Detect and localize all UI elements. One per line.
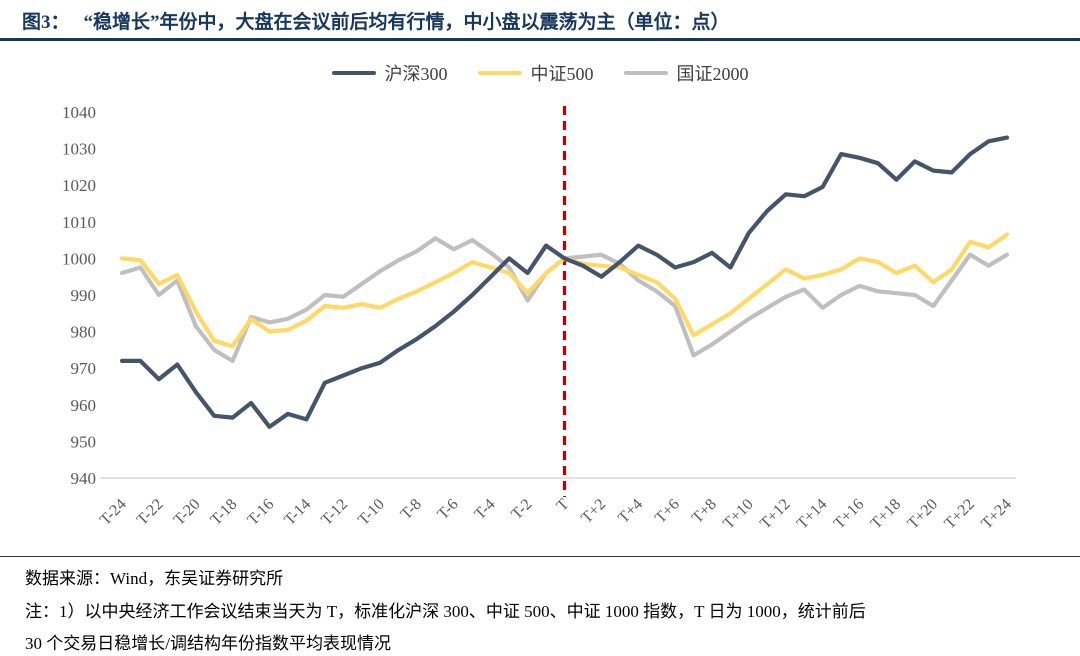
x-axis-tick-label: T+6 — [652, 496, 683, 527]
y-axis-tick-label: 970 — [71, 359, 97, 378]
x-axis-tick-label: T+16 — [831, 496, 868, 533]
x-axis-tick-label: T-12 — [318, 496, 351, 529]
x-axis-tick-label: T-10 — [355, 496, 388, 529]
x-axis-tick-label: T-14 — [281, 496, 314, 529]
line-swatch-gz2000 — [623, 71, 668, 75]
y-axis-tick-label: 980 — [71, 323, 97, 342]
x-axis-tick-label: T+4 — [615, 496, 646, 527]
y-axis-tick-label: 960 — [71, 396, 97, 415]
x-axis-tick-label: T-16 — [244, 496, 277, 529]
footer-note-line1: 注：1）以中央经济工作会议结束当天为 T，标准化沪深 300、中证 500、中证… — [25, 602, 866, 621]
title-divider — [0, 38, 1080, 41]
line-swatch-hs300 — [331, 71, 376, 75]
x-axis-tick-label: T-4 — [471, 496, 498, 523]
legend-label-hs300: 沪深300 — [384, 64, 448, 84]
x-axis-tick-label: T+22 — [941, 496, 978, 533]
x-axis-tick-label: T+10 — [720, 496, 757, 533]
legend-item-zz500: 中证500 — [477, 60, 594, 86]
chart-legend: 沪深300 中证500 国证2000 — [0, 60, 1080, 86]
x-axis-tick-label: T+14 — [794, 496, 831, 533]
x-axis-tick-label: T+2 — [578, 496, 609, 527]
y-axis-tick-label: 1000 — [62, 249, 96, 268]
footer-divider — [0, 556, 1080, 557]
x-axis-tick-label: T — [553, 496, 572, 515]
legend-label-gz2000: 国证2000 — [676, 64, 749, 84]
x-axis-tick-label: T-20 — [171, 496, 204, 529]
y-axis-tick-label: 940 — [71, 469, 97, 488]
data-source: 数据来源：Wind，东吴证券研究所 — [25, 569, 284, 588]
y-axis-tick-label: 1030 — [62, 140, 96, 159]
x-axis-tick-label: T-8 — [398, 496, 425, 523]
figure-title-text: “稳增长”年份中，大盘在会议前后均有行情，中小盘以震荡为主（单位：点） — [83, 12, 730, 33]
chart-area: 940 950 960 970 980 990 1000 1010 1020 1030 1040 T-… — [62, 103, 1016, 533]
y-axis-tick-label: 1020 — [62, 176, 96, 195]
x-axis-tick-label: T-18 — [207, 496, 240, 529]
footer-note-line2: 30 个交易日稳增长/调结构年份指数平均表现情况 — [25, 634, 391, 653]
line-swatch-zz500 — [477, 71, 522, 75]
y-axis-tick-label: 1040 — [62, 103, 96, 122]
legend-item-hs300: 沪深300 — [331, 60, 448, 86]
x-axis-tick-label: T+12 — [757, 496, 794, 533]
figure-number: 图3： — [22, 12, 70, 33]
x-axis-tick-label: T+24 — [978, 496, 1015, 533]
x-axis-tick-label: T+18 — [868, 496, 905, 533]
x-axis-tick-label: T+8 — [689, 496, 720, 527]
chart-svg: 940 950 960 970 980 990 1000 1010 1020 1030 1040 T-… — [62, 103, 1016, 533]
figure-title: 图3： “稳增长”年份中，大盘在会议前后均有行情，中小盘以震荡为主（单位：点） — [22, 7, 1064, 34]
x-axis-tick-label: T-2 — [508, 496, 535, 523]
x-axis-tick-label: T-24 — [97, 496, 130, 529]
legend-label-zz500: 中证500 — [530, 64, 594, 84]
y-axis-tick-label: 950 — [71, 432, 97, 451]
y-axis-tick-label: 990 — [71, 286, 97, 305]
x-axis-tick-label: T-22 — [134, 496, 167, 529]
x-axis-tick-label: T-6 — [434, 496, 461, 523]
x-axis-tick-label: T+20 — [904, 496, 941, 533]
legend-item-gz2000: 国证2000 — [623, 60, 749, 86]
series-line-沪深300 — [119, 135, 1010, 429]
y-axis-tick-label: 1010 — [62, 213, 96, 232]
